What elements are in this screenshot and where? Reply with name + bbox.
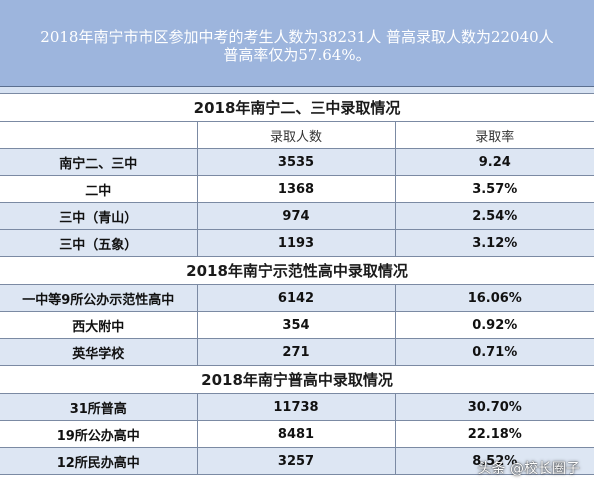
table-row: 19所公办高中 8481 22.18% [0, 420, 594, 448]
column-header-name [0, 121, 198, 149]
school-name: 南宁二、三中 [0, 148, 198, 176]
section-title-row: 2018年南宁普高中录取情况 [0, 365, 594, 394]
table-row: 31所普高 11738 30.70% [0, 393, 594, 421]
table-row: 一中等9所公办示范性高中 6142 16.06% [0, 284, 594, 312]
admission-count: 3257 [196, 447, 396, 475]
school-name: 31所普高 [0, 393, 198, 421]
admission-count: 8481 [196, 420, 396, 448]
banner-line-2: 普高率仅为57.64%。 [223, 46, 371, 64]
school-name: 西大附中 [0, 311, 198, 339]
admission-count: 1368 [196, 175, 396, 203]
table-row: 南宁二、三中 3535 9.24 [0, 148, 594, 176]
table-row: 三中（青山） 974 2.54% [0, 202, 594, 230]
admission-rate: 8.52% [394, 447, 594, 475]
section-title: 2018年南宁示范性高中录取情况 [0, 256, 594, 285]
school-name: 二中 [0, 175, 198, 203]
banner-separator [0, 87, 594, 93]
admission-count: 354 [196, 311, 396, 339]
admission-table: 2018年南宁二、三中录取情况 录取人数 录取率 南宁二、三中 3535 9.2… [0, 93, 594, 475]
column-header-rate: 录取率 [394, 121, 594, 149]
table-row: 二中 1368 3.57% [0, 175, 594, 203]
table-row: 英华学校 271 0.71% [0, 338, 594, 366]
admission-rate: 3.57% [394, 175, 594, 203]
admission-rate: 0.71% [394, 338, 594, 366]
school-name: 一中等9所公办示范性高中 [0, 284, 198, 312]
admission-rate: 22.18% [394, 420, 594, 448]
section-title: 2018年南宁二、三中录取情况 [0, 93, 594, 122]
admission-rate: 9.24 [394, 148, 594, 176]
school-name: 19所公办高中 [0, 420, 198, 448]
admission-count: 974 [196, 202, 396, 230]
table-row: 三中（五象） 1193 3.12% [0, 229, 594, 257]
school-name: 12所民办高中 [0, 447, 198, 475]
section-title: 2018年南宁普高中录取情况 [0, 365, 594, 394]
table-row: 西大附中 354 0.92% [0, 311, 594, 339]
school-name: 三中（五象） [0, 229, 198, 257]
admission-count: 6142 [196, 284, 396, 312]
admission-count: 1193 [196, 229, 396, 257]
watermark: 头条 @校长圈子 [477, 461, 580, 477]
admission-rate: 0.92% [394, 311, 594, 339]
admission-count: 271 [196, 338, 396, 366]
school-name: 三中（青山） [0, 202, 198, 230]
table-row: 12所民办高中 3257 8.52% [0, 447, 594, 475]
admission-rate: 30.70% [394, 393, 594, 421]
section-title-row: 2018年南宁示范性高中录取情况 [0, 256, 594, 285]
admission-rate: 2.54% [394, 202, 594, 230]
column-header-count: 录取人数 [196, 121, 396, 149]
admission-rate: 3.12% [394, 229, 594, 257]
admission-rate: 16.06% [394, 284, 594, 312]
banner-line-1: 2018年南宁市市区参加中考的考生人数为38231人 普高录取人数为22040人 [40, 28, 554, 46]
title-banner: 2018年南宁市市区参加中考的考生人数为38231人 普高录取人数为22040人… [0, 0, 594, 87]
school-name: 英华学校 [0, 338, 198, 366]
admission-count: 11738 [196, 393, 396, 421]
column-header-row: 录取人数 录取率 [0, 121, 594, 149]
admission-count: 3535 [196, 148, 396, 176]
section-title-row: 2018年南宁二、三中录取情况 [0, 93, 594, 122]
